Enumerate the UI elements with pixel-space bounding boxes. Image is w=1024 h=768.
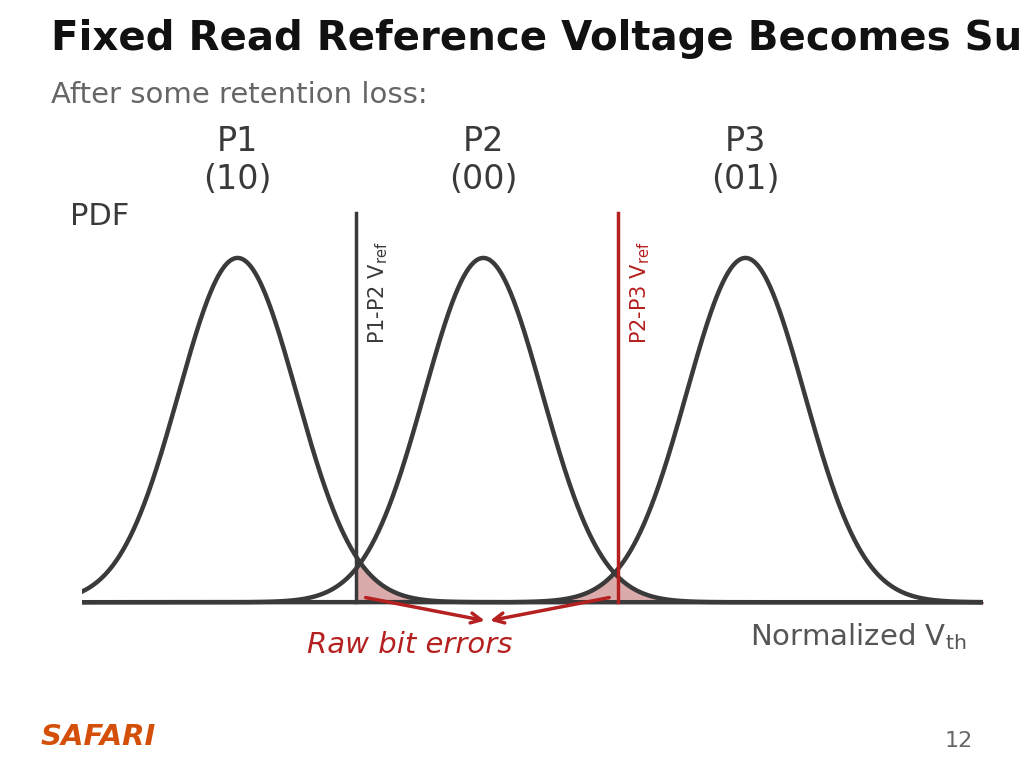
Text: P2-P3 V$_{\mathregular{ref}}$: P2-P3 V$_{\mathregular{ref}}$	[629, 240, 652, 343]
Text: 12: 12	[944, 731, 973, 751]
Text: PDF: PDF	[70, 202, 129, 231]
Text: P3
(01): P3 (01)	[712, 124, 779, 196]
Text: P2
(00): P2 (00)	[450, 124, 517, 196]
Text: Fixed Read Reference Voltage Becomes Suboptimal: Fixed Read Reference Voltage Becomes Sub…	[51, 19, 1024, 59]
Text: Normalized V$_{\mathregular{th}}$: Normalized V$_{\mathregular{th}}$	[751, 621, 967, 652]
Text: After some retention loss:: After some retention loss:	[51, 81, 428, 108]
Text: P1-P2 V$_{\mathregular{ref}}$: P1-P2 V$_{\mathregular{ref}}$	[367, 240, 390, 343]
Text: P1
(10): P1 (10)	[204, 124, 271, 196]
Text: Raw bit errors: Raw bit errors	[307, 631, 512, 660]
Text: SAFARI: SAFARI	[41, 723, 157, 751]
